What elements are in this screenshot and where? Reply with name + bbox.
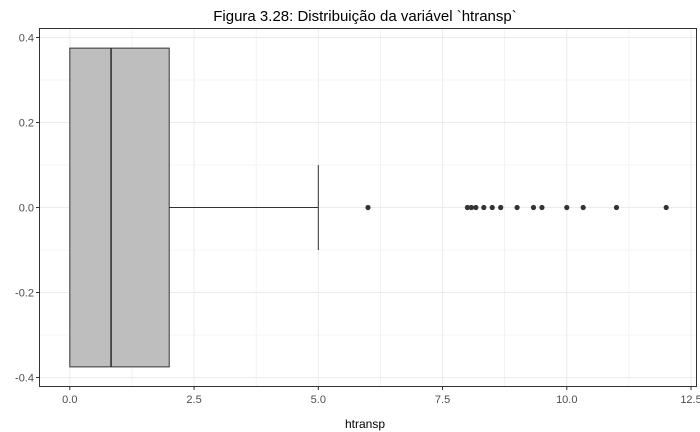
outlier-point bbox=[464, 204, 470, 211]
chart-title: Figura 3.28: Distribuição da variável `h… bbox=[213, 8, 516, 25]
outlier-point bbox=[530, 204, 537, 211]
outlier-point bbox=[468, 204, 474, 211]
outlier-point bbox=[613, 204, 620, 211]
iqr-box bbox=[69, 47, 170, 368]
outlier-points bbox=[365, 204, 669, 211]
outlier-point bbox=[473, 204, 479, 211]
outlier-point bbox=[663, 204, 669, 211]
box-group bbox=[69, 47, 319, 368]
x-tick-label: 5.0 bbox=[311, 394, 326, 406]
x-tick-label: 7.5 bbox=[435, 394, 450, 406]
outlier-point bbox=[539, 204, 545, 211]
x-tick-label: 2.5 bbox=[186, 394, 201, 406]
outlier-point bbox=[580, 204, 586, 211]
outlier-point bbox=[489, 204, 495, 211]
y-tick-label: -0.2 bbox=[15, 288, 34, 300]
y-tick-label: -0.4 bbox=[15, 373, 34, 385]
outlier-point bbox=[564, 204, 570, 211]
outlier-point bbox=[365, 204, 371, 211]
x-axis-title: htransp bbox=[345, 417, 385, 431]
grid-lines bbox=[40, 29, 696, 386]
x-tick-label: 0.0 bbox=[62, 394, 77, 406]
x-tick-label: 10.0 bbox=[556, 394, 577, 406]
outlier-point bbox=[514, 204, 520, 211]
y-tick-label: 0.2 bbox=[19, 118, 34, 130]
outlier-point bbox=[498, 204, 504, 211]
x-tick-label: 12.5 bbox=[680, 394, 700, 406]
y-tick-label: 0.4 bbox=[19, 33, 34, 45]
y-axis-ticks: -0.4 -0.2 0.0 0.2 0.4 bbox=[15, 33, 40, 385]
outlier-point bbox=[481, 204, 487, 211]
x-axis-ticks: 0.0 2.5 5.0 7.5 10.0 12.5 bbox=[62, 386, 700, 406]
y-tick-label: 0.0 bbox=[19, 203, 34, 215]
